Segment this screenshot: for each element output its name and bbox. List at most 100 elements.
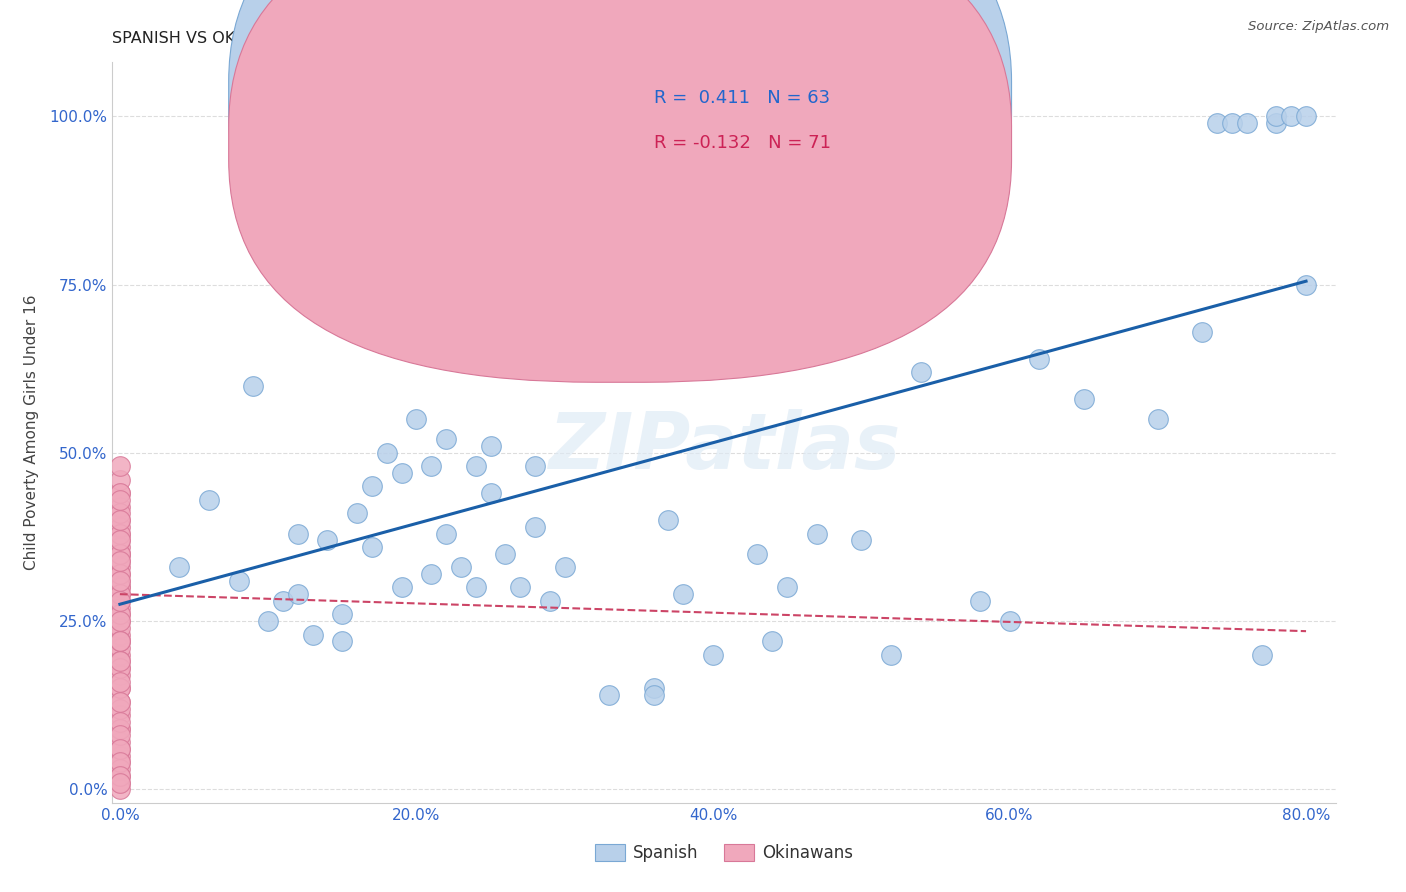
Point bbox=[1279, 109, 1302, 123]
Point bbox=[1191, 325, 1213, 339]
Point bbox=[108, 695, 131, 709]
Point bbox=[108, 769, 131, 783]
FancyBboxPatch shape bbox=[578, 70, 883, 173]
Point bbox=[108, 681, 131, 696]
Y-axis label: Child Poverty Among Girls Under 16: Child Poverty Among Girls Under 16 bbox=[24, 295, 38, 570]
Point bbox=[108, 533, 131, 548]
Point bbox=[108, 574, 131, 588]
Point bbox=[108, 634, 131, 648]
Point bbox=[108, 640, 131, 655]
Point bbox=[257, 614, 280, 628]
Point bbox=[108, 607, 131, 622]
Point bbox=[108, 722, 131, 736]
Point bbox=[464, 459, 486, 474]
Point bbox=[538, 594, 561, 608]
Point bbox=[108, 500, 131, 514]
Point bbox=[108, 782, 131, 797]
Point bbox=[108, 634, 131, 648]
Point bbox=[167, 560, 190, 574]
Point bbox=[228, 574, 250, 588]
Point bbox=[108, 614, 131, 628]
Point bbox=[375, 446, 398, 460]
Point bbox=[1250, 648, 1272, 662]
Point bbox=[108, 714, 131, 729]
Point bbox=[108, 547, 131, 561]
Point bbox=[108, 775, 131, 789]
Point bbox=[554, 560, 576, 574]
Point bbox=[108, 756, 131, 770]
FancyBboxPatch shape bbox=[229, 0, 1011, 337]
Point bbox=[108, 513, 131, 527]
Point bbox=[108, 661, 131, 675]
Point bbox=[330, 634, 353, 648]
Point bbox=[747, 547, 769, 561]
Point bbox=[880, 648, 903, 662]
Point bbox=[108, 560, 131, 574]
Point bbox=[346, 507, 368, 521]
Point bbox=[316, 533, 339, 548]
Point bbox=[643, 688, 665, 702]
Point bbox=[450, 560, 472, 574]
Point bbox=[108, 492, 131, 507]
Point bbox=[434, 433, 457, 447]
Point bbox=[910, 365, 932, 379]
Point bbox=[108, 762, 131, 776]
Point bbox=[1265, 109, 1288, 123]
Point bbox=[198, 492, 221, 507]
Point bbox=[108, 513, 131, 527]
Point bbox=[598, 688, 620, 702]
Point bbox=[1028, 351, 1050, 366]
Point bbox=[998, 614, 1021, 628]
Point bbox=[108, 729, 131, 743]
Point bbox=[643, 681, 665, 696]
Point bbox=[776, 581, 799, 595]
Point bbox=[108, 634, 131, 648]
Point bbox=[108, 655, 131, 669]
Text: ZIPatlas: ZIPatlas bbox=[548, 409, 900, 485]
Point bbox=[108, 520, 131, 534]
Text: SPANISH VS OKINAWAN CHILD POVERTY AMONG GIRLS UNDER 16 CORRELATION CHART: SPANISH VS OKINAWAN CHILD POVERTY AMONG … bbox=[112, 31, 818, 46]
Point bbox=[108, 742, 131, 756]
Point bbox=[108, 533, 131, 548]
Point bbox=[108, 459, 131, 474]
Point bbox=[108, 473, 131, 487]
Point bbox=[108, 594, 131, 608]
Text: R =  0.411   N = 63: R = 0.411 N = 63 bbox=[654, 89, 831, 107]
Point bbox=[108, 775, 131, 789]
Point bbox=[420, 459, 443, 474]
Point bbox=[108, 553, 131, 567]
Point bbox=[434, 526, 457, 541]
Point bbox=[108, 566, 131, 581]
Point bbox=[405, 412, 427, 426]
Point bbox=[108, 627, 131, 641]
Point bbox=[108, 681, 131, 696]
Point bbox=[509, 581, 531, 595]
Point bbox=[301, 627, 323, 641]
Point bbox=[672, 587, 695, 601]
Point bbox=[108, 614, 131, 628]
Point bbox=[108, 587, 131, 601]
Text: Source: ZipAtlas.com: Source: ZipAtlas.com bbox=[1249, 20, 1389, 33]
Point bbox=[420, 566, 443, 581]
Point bbox=[1295, 277, 1317, 292]
Point bbox=[702, 648, 724, 662]
Point bbox=[851, 533, 873, 548]
Point bbox=[361, 479, 384, 493]
Legend: Spanish, Okinawans: Spanish, Okinawans bbox=[588, 837, 860, 869]
Point bbox=[108, 621, 131, 635]
Point bbox=[479, 486, 502, 500]
Point bbox=[1206, 116, 1229, 130]
Point bbox=[108, 547, 131, 561]
Point bbox=[464, 581, 486, 595]
Point bbox=[108, 708, 131, 723]
Point bbox=[391, 581, 413, 595]
Point bbox=[108, 722, 131, 736]
Point bbox=[108, 742, 131, 756]
Point bbox=[1073, 392, 1095, 406]
Point bbox=[361, 540, 384, 554]
Point bbox=[287, 587, 309, 601]
Point bbox=[108, 566, 131, 581]
Point bbox=[806, 526, 828, 541]
Point bbox=[1236, 116, 1258, 130]
Point bbox=[108, 486, 131, 500]
